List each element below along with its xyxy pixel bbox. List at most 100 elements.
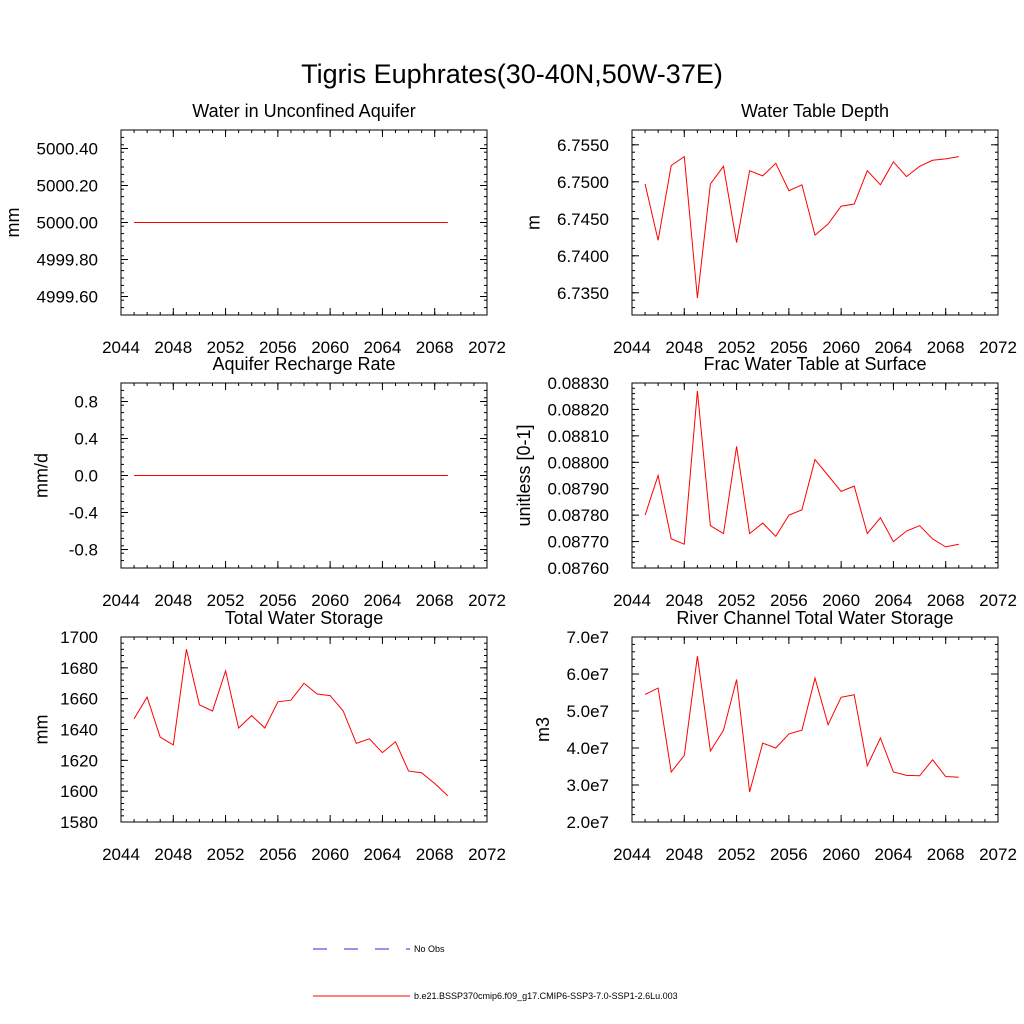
y-tick-label: 0.08810 <box>548 427 609 446</box>
panel-2: 2044 2048 2052 2056 2060 2064 2068 2072 6.7350 6.… <box>523 101 1017 357</box>
y-axis-label: mm <box>32 715 52 745</box>
x-tick-label: 2048 <box>665 338 703 357</box>
y-tick-label: 1700 <box>60 628 98 647</box>
x-tick-label: 2064 <box>875 591 913 610</box>
y-tick-label: 0.08820 <box>548 400 609 419</box>
y-tick-label: 0.08770 <box>548 533 609 552</box>
x-tick-label: 2052 <box>207 591 245 610</box>
x-tick-label: 2064 <box>875 338 913 357</box>
x-tick-label: 2044 <box>613 338 651 357</box>
y-tick-label: 6.7350 <box>557 284 609 303</box>
panel-title: River Channel Total Water Storage <box>676 608 953 628</box>
x-tick-label: 2060 <box>311 845 349 864</box>
x-tick-label: 2056 <box>770 591 808 610</box>
y-tick-label: 7.0e7 <box>566 628 609 647</box>
y-tick-label: 1600 <box>60 782 98 801</box>
panel-title: Total Water Storage <box>225 608 383 628</box>
x-tick-label: 2044 <box>102 845 140 864</box>
x-tick-label: 2048 <box>665 845 703 864</box>
y-tick-label: 1620 <box>60 751 98 770</box>
panel-3: 2044 2048 2052 2056 2060 2064 2068 2072 -0.8 -0.4… <box>32 354 506 610</box>
x-tick-label: 2072 <box>468 591 506 610</box>
x-tick-label: 2064 <box>364 591 402 610</box>
panel-4: 2044 2048 2052 2056 2060 2064 2068 2072 0.08760 0… <box>514 354 1017 610</box>
x-tick-label: 2060 <box>311 591 349 610</box>
y-tick-label: 3.0e7 <box>566 776 609 795</box>
x-tick-label: 2068 <box>927 338 965 357</box>
x-tick-label: 2048 <box>154 845 192 864</box>
x-tick-label: 2052 <box>207 338 245 357</box>
y-tick-label: 4999.80 <box>37 251 98 270</box>
y-tick-label: 0.08780 <box>548 506 609 525</box>
x-tick-label: 2072 <box>468 845 506 864</box>
x-tick-label: 2068 <box>927 591 965 610</box>
legend-label: No Obs <box>414 944 445 954</box>
x-tick-label: 2048 <box>154 338 192 357</box>
panel-title: Water in Unconfined Aquifer <box>192 101 415 121</box>
x-tick-label: 2072 <box>979 338 1017 357</box>
x-tick-label: 2064 <box>364 338 402 357</box>
x-tick-label: 2068 <box>416 338 454 357</box>
figure-title: Tigris Euphrates(30-40N,50W-37E) <box>301 59 723 89</box>
y-tick-label: 4.0e7 <box>566 739 609 758</box>
y-tick-label: 5.0e7 <box>566 702 609 721</box>
y-tick-label: 1680 <box>60 659 98 678</box>
panel-title: Frac Water Table at Surface <box>703 354 926 374</box>
y-tick-label: 0.08760 <box>548 559 609 578</box>
x-tick-label: 2044 <box>613 845 651 864</box>
series-line <box>644 155 959 299</box>
x-tick-label: 2044 <box>102 338 140 357</box>
x-tick-label: 2064 <box>364 845 402 864</box>
x-tick-label: 2068 <box>416 591 454 610</box>
x-tick-label: 2048 <box>154 591 192 610</box>
y-tick-label: 0.08800 <box>548 453 609 472</box>
panel-6: 2044 2048 2052 2056 2060 2064 2068 2072 2.0e7 3.0… <box>533 608 1017 864</box>
y-axis-label: mm <box>3 208 23 238</box>
legend-label: b.e21.BSSP370cmip6.f09_g17.CMIP6-SSP3-7.… <box>414 991 678 1001</box>
panel-1: 2044 2048 2052 2056 2060 2064 2068 2072 4999.60 4… <box>3 101 506 357</box>
x-tick-label: 2072 <box>979 845 1017 864</box>
panel-title: Aquifer Recharge Rate <box>212 354 395 374</box>
y-tick-label: -0.8 <box>69 541 98 560</box>
y-tick-label: 6.7400 <box>557 247 609 266</box>
x-tick-label: 2044 <box>102 591 140 610</box>
panels: 2044 2048 2052 2056 2060 2064 2068 2072 4999.60 4… <box>3 101 1017 864</box>
y-tick-label: 1660 <box>60 690 98 709</box>
x-tick-label: 2052 <box>718 845 756 864</box>
y-axis-label: mm/d <box>32 453 52 498</box>
x-tick-label: 2048 <box>665 591 703 610</box>
x-tick-label: 2052 <box>207 845 245 864</box>
y-tick-label: 0.8 <box>74 393 98 412</box>
series-line <box>644 656 959 793</box>
x-tick-label: 2068 <box>927 845 965 864</box>
y-tick-label: 1640 <box>60 721 98 740</box>
y-tick-label: -0.4 <box>69 504 98 523</box>
y-axis-label: m <box>523 215 543 230</box>
x-tick-label: 2064 <box>875 845 913 864</box>
x-tick-label: 2044 <box>613 591 651 610</box>
plot-frame <box>631 129 999 316</box>
y-tick-label: 6.0e7 <box>566 665 609 684</box>
y-tick-label: 5000.20 <box>37 177 98 196</box>
legend: No Obs b.e21.BSSP370cmip6.f09_g17.CMIP6-S… <box>313 944 678 1001</box>
plot-frame <box>631 636 999 823</box>
y-tick-label: 5000.40 <box>37 140 98 159</box>
y-tick-label: 0.08790 <box>548 480 609 499</box>
y-tick-label: 0.0 <box>74 467 98 486</box>
panel-title: Water Table Depth <box>741 101 889 121</box>
y-tick-label: 0.08830 <box>548 374 609 393</box>
x-tick-label: 2072 <box>468 338 506 357</box>
x-tick-label: 2072 <box>979 591 1017 610</box>
x-tick-label: 2056 <box>770 845 808 864</box>
y-tick-label: 6.7550 <box>557 136 609 155</box>
y-tick-label: 2.0e7 <box>566 813 609 832</box>
x-tick-label: 2060 <box>311 338 349 357</box>
y-tick-label: 6.7500 <box>557 173 609 192</box>
x-tick-label: 2052 <box>718 591 756 610</box>
y-tick-label: 6.7450 <box>557 210 609 229</box>
y-axis-label: m3 <box>533 717 553 742</box>
x-tick-label: 2060 <box>822 338 860 357</box>
x-tick-label: 2056 <box>259 338 297 357</box>
x-tick-label: 2056 <box>770 338 808 357</box>
